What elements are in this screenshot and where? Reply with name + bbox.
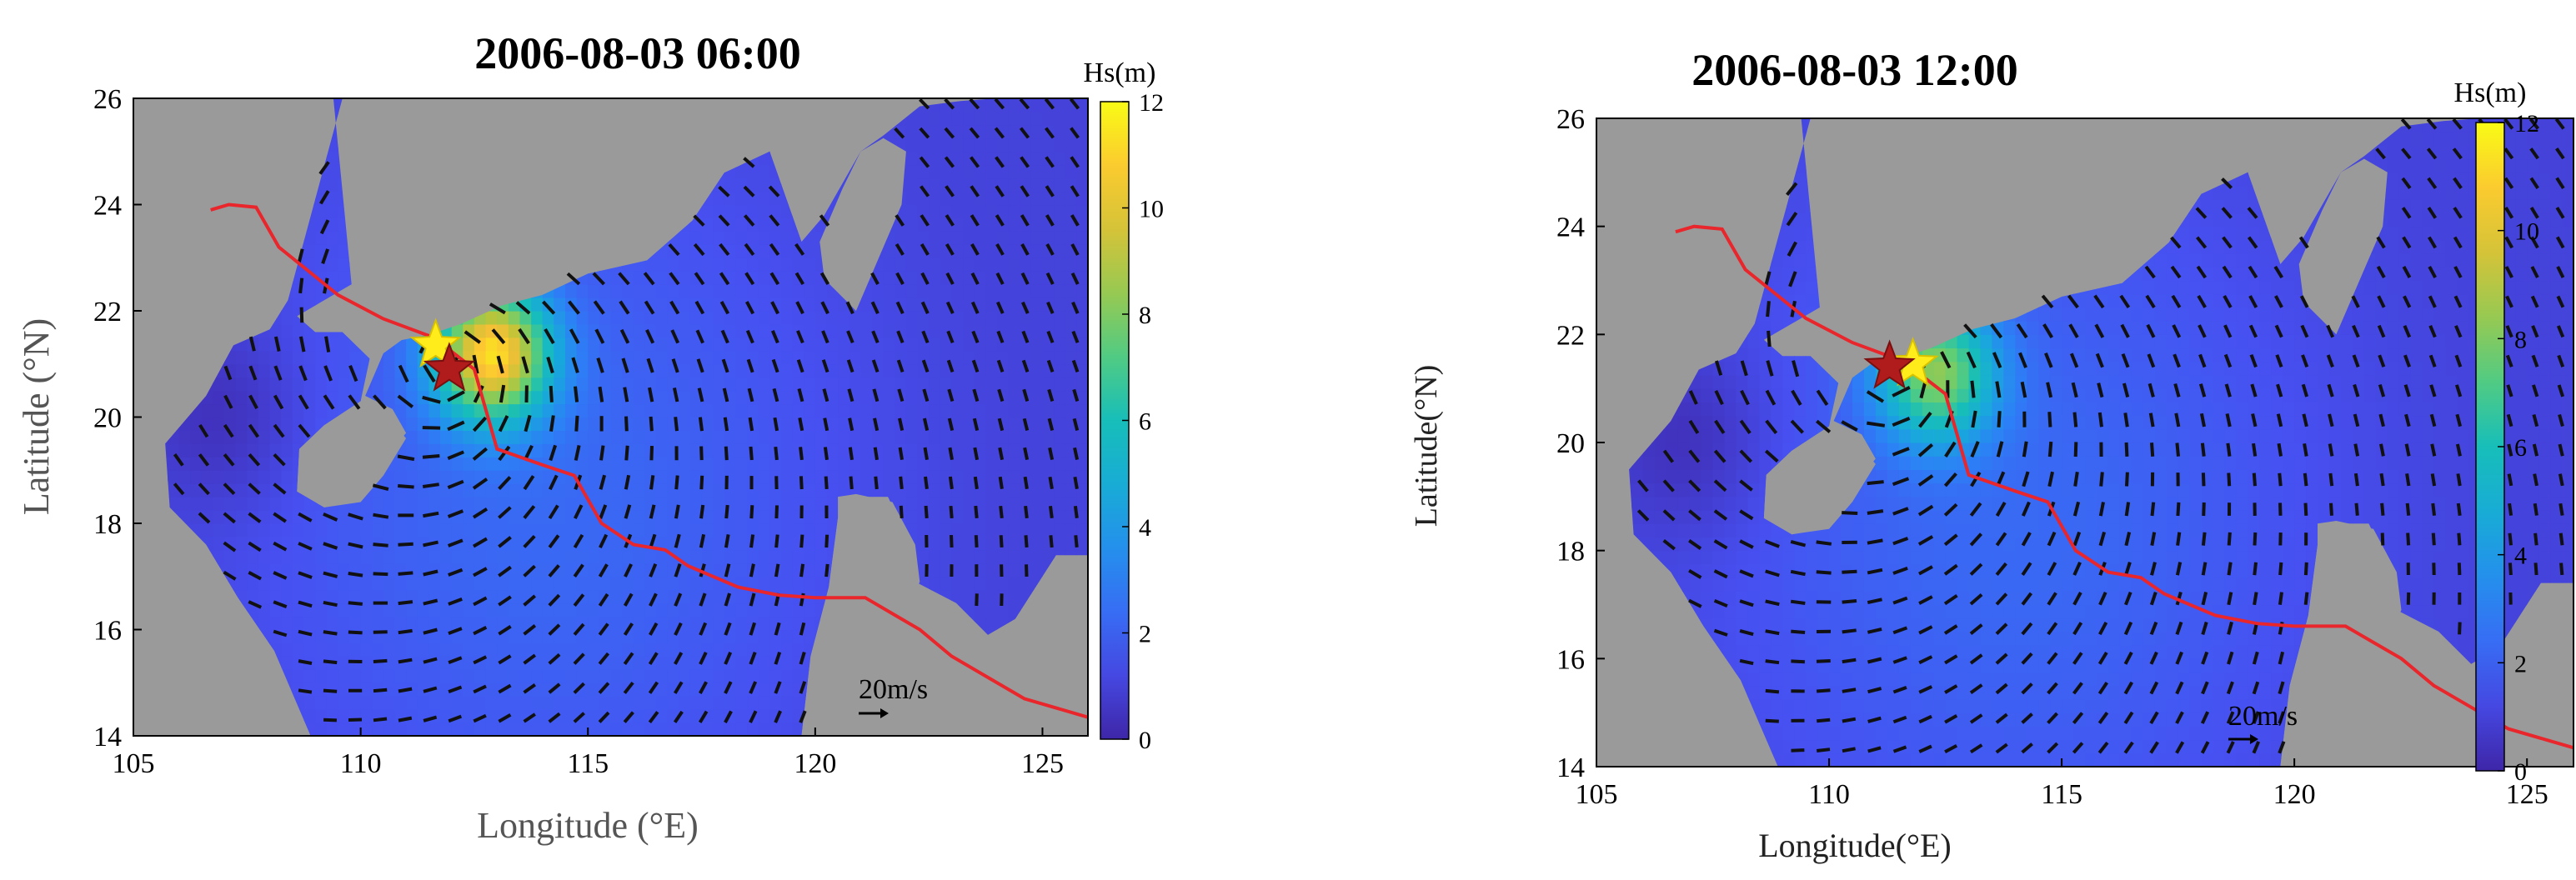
chart-title: 2006-08-03 06:00 bbox=[474, 28, 800, 78]
taiwan-land bbox=[819, 138, 906, 311]
taiwan-land bbox=[2298, 158, 2388, 335]
x-tick-label: 115 bbox=[2041, 779, 2082, 810]
wave-map-chart: 2006-08-03 06:00 105 110 115 120 12514161820… bbox=[16, 28, 1164, 846]
colorbar-tick-label: 10 bbox=[2514, 218, 2539, 246]
reference-vector-arrowhead bbox=[2250, 734, 2258, 744]
wind-vectors bbox=[1636, 118, 2565, 754]
y-tick-label: 26 bbox=[1556, 104, 1585, 135]
colorbar-title: Hs(m) bbox=[1084, 58, 1156, 88]
x-tick-label: 120 bbox=[2273, 779, 2316, 810]
wave-map-chart: 2006-08-03 12:00 105 110 115 120 12514161820… bbox=[1409, 45, 2574, 864]
red-star-marker bbox=[423, 342, 476, 392]
chart-panel-left: 2006-08-03 06:00 105 110 115 120 125 14 16 18 20… bbox=[16, 28, 1164, 846]
colorbar-tick-label: 6 bbox=[1139, 408, 1151, 436]
y-tick-label: 26 bbox=[93, 84, 122, 115]
x-tick-label: 105 bbox=[1576, 779, 1618, 810]
y-axis-label: Latitude(°N) bbox=[1409, 365, 1444, 528]
typhoon-track-line bbox=[210, 202, 1089, 719]
wind-vectors bbox=[173, 98, 1080, 724]
colorbar-tick-label: 2 bbox=[2514, 650, 2527, 678]
yellow-star-marker bbox=[409, 318, 462, 368]
reference-vector-label: 20m/s bbox=[2228, 701, 2298, 732]
colorbar-tick-label: 0 bbox=[2514, 758, 2527, 786]
x-tick-label: 110 bbox=[340, 748, 382, 779]
colorbar-tick-label: 8 bbox=[2514, 326, 2527, 353]
colorbar-tick-label: 8 bbox=[1139, 302, 1151, 329]
y-tick-label: 14 bbox=[1556, 752, 1585, 783]
x-tick-label: 120 bbox=[794, 748, 836, 779]
reference-vector-arrowhead bbox=[880, 708, 889, 718]
y-tick-label: 14 bbox=[93, 722, 122, 752]
colorbar-tick-label: 6 bbox=[2514, 434, 2527, 462]
luzon-land bbox=[2280, 521, 2402, 767]
y-tick-label: 18 bbox=[1556, 537, 1585, 568]
x-tick-label: 125 bbox=[2506, 779, 2548, 810]
y-tick-label: 24 bbox=[93, 191, 122, 222]
colorbar-tick-label: 4 bbox=[2514, 542, 2527, 570]
x-tick-label: 125 bbox=[1021, 748, 1064, 779]
hainan-land bbox=[297, 412, 407, 508]
y-tick-label: 16 bbox=[1556, 644, 1585, 675]
chart-title: 2006-08-03 12:00 bbox=[1691, 45, 2017, 95]
colorbar-tick-label: 12 bbox=[2514, 110, 2539, 138]
y-tick-label: 20 bbox=[1556, 428, 1585, 459]
x-tick-label: 115 bbox=[567, 748, 609, 779]
y-axis-label: Latitude (°N) bbox=[16, 318, 57, 515]
colorbar-tick-label: 0 bbox=[1139, 727, 1151, 754]
x-tick-label: 110 bbox=[1808, 779, 1850, 810]
red-star-marker bbox=[1863, 339, 1916, 389]
colorbar-tick-label: 12 bbox=[1139, 89, 1164, 117]
chart-panel-right: 2006-08-03 12:00 105 110 115 120 125 14 16 18 20… bbox=[1288, 0, 2576, 880]
hainan-land bbox=[1763, 437, 1876, 535]
y-tick-label: 22 bbox=[1556, 320, 1585, 351]
typhoon-track-line bbox=[1675, 224, 2574, 750]
y-tick-label: 18 bbox=[93, 509, 122, 540]
y-tick-label: 24 bbox=[1556, 212, 1585, 243]
x-tick-label: 105 bbox=[113, 748, 155, 779]
luzon-land bbox=[801, 493, 920, 736]
y-tick-label: 22 bbox=[93, 297, 122, 328]
x-axis-label: Longitude (°E) bbox=[477, 805, 699, 846]
colorbar-tick-label: 2 bbox=[1139, 621, 1151, 648]
x-axis-label: Longitude(°E) bbox=[1758, 827, 1951, 864]
colorbar-title: Hs(m) bbox=[2454, 78, 2527, 108]
y-tick-label: 16 bbox=[93, 616, 122, 647]
reference-vector-label: 20m/s bbox=[859, 674, 928, 705]
y-tick-label: 20 bbox=[93, 403, 122, 434]
colorbar-tick-label: 4 bbox=[1139, 514, 1151, 542]
colorbar-tick-label: 10 bbox=[1139, 196, 1164, 223]
